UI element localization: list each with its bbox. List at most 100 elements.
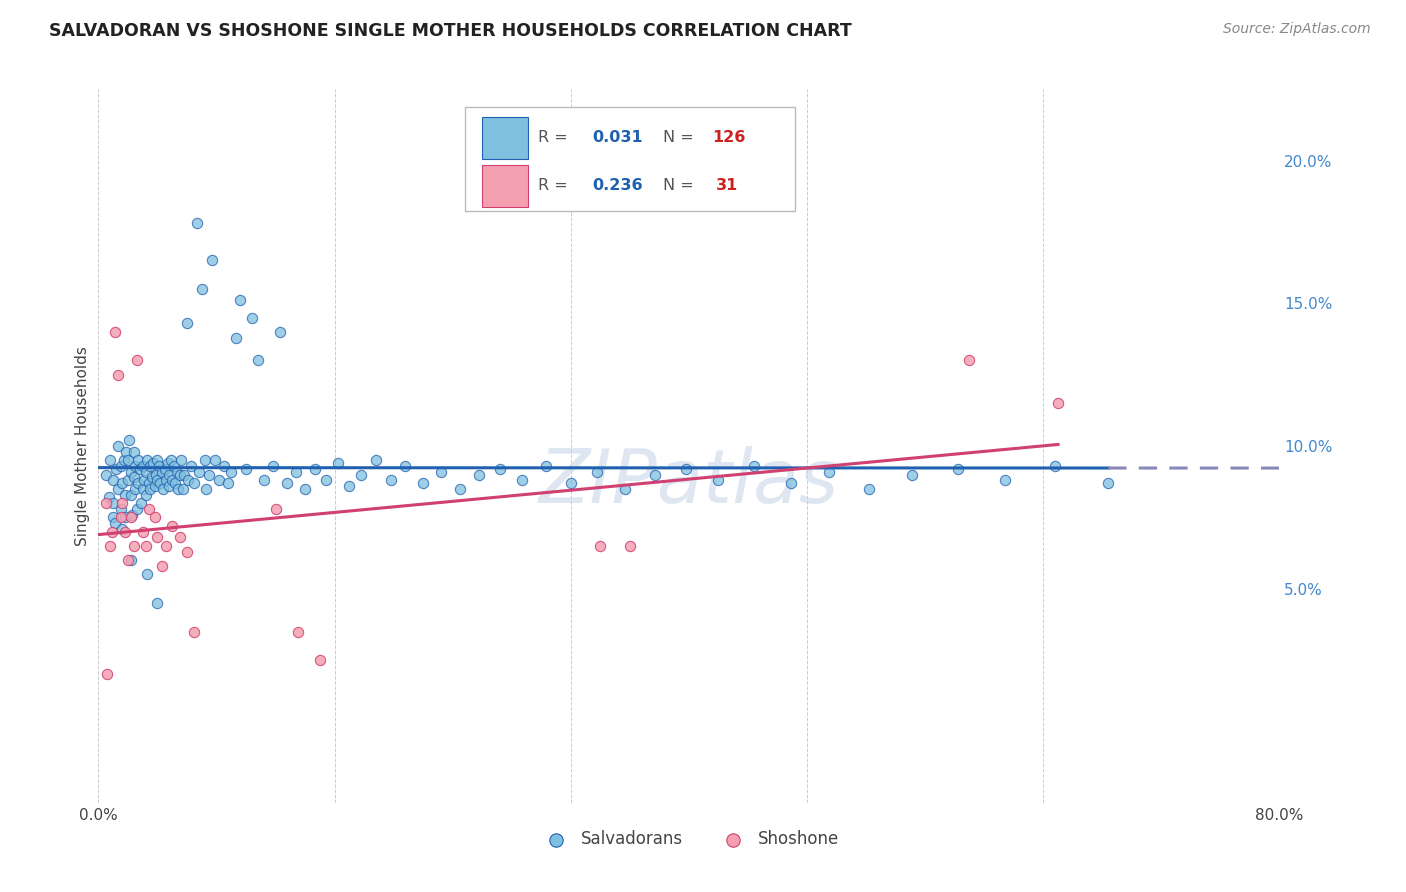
Point [304,462,326,476]
Point [157,479,180,493]
Point [136,567,159,582]
Text: R =: R = [537,178,572,194]
Point [155,473,177,487]
Point [589,539,612,553]
Point [157,467,180,482]
Point [264,501,287,516]
Point [201,253,224,268]
Point [380,473,402,487]
Point [155,539,177,553]
Point [153,462,176,476]
Point [150,558,173,573]
Point [183,476,205,491]
Point [163,458,186,473]
Point [129,496,152,510]
Text: Source: ZipAtlas.com: Source: ZipAtlas.com [1223,22,1371,37]
Point [285,465,308,479]
Point [167,482,190,496]
Point [309,653,332,667]
Point [107,439,129,453]
Point [187,465,209,479]
Point [145,467,167,482]
Point [149,476,172,491]
Point [644,467,666,482]
Point [117,453,139,467]
Point [169,530,191,544]
Point [191,282,214,296]
Point [253,473,276,487]
Point [138,501,160,516]
Point [104,516,127,530]
Point [111,522,134,536]
Point [449,482,471,496]
Point [110,501,132,516]
Point [96,667,118,681]
Point [276,476,298,491]
Point [121,508,143,522]
Point [135,539,157,553]
Point [858,482,880,496]
Text: 0.236: 0.236 [592,178,643,194]
Point [143,479,166,493]
Point [136,453,159,467]
Point [339,479,361,493]
Point [94,496,117,510]
Text: 0.031: 0.031 [592,130,643,145]
Point [114,510,136,524]
Point [959,353,981,368]
Point [128,462,150,476]
Point [162,519,183,533]
Point [262,458,284,473]
FancyBboxPatch shape [482,165,529,207]
Point [110,458,132,473]
Point [1043,458,1066,473]
Point [152,482,174,496]
Point [1046,396,1070,410]
Point [107,368,129,382]
Point [326,456,349,470]
Point [235,462,257,476]
Point [124,458,146,473]
Point [125,353,148,368]
Point [159,453,181,467]
Point [104,325,127,339]
Point [269,325,291,339]
Point [139,482,162,496]
Point [229,293,252,308]
Text: ZIPatlas: ZIPatlas [538,446,839,517]
Point [146,453,169,467]
Point [112,453,135,467]
Point [132,458,155,473]
Point [146,530,169,544]
Point [675,462,697,476]
Point [103,510,125,524]
Point [221,465,243,479]
Point [818,465,841,479]
Point [176,316,198,330]
Point [170,453,193,467]
Point [994,473,1017,487]
Point [489,462,512,476]
Point [186,216,208,230]
Point [142,456,165,470]
Point [246,353,269,368]
Point [586,465,609,479]
Y-axis label: Single Mother Households: Single Mother Households [75,346,90,546]
Point [779,476,801,491]
Point [98,453,121,467]
Point [120,487,142,501]
Point [180,458,202,473]
Point [195,482,218,496]
Point [294,482,316,496]
Legend: Salvadorans, Shoshone: Salvadorans, Shoshone [533,824,845,855]
Point [135,487,157,501]
Point [110,510,132,524]
Point [430,465,453,479]
Point [707,473,730,487]
Point [162,473,183,487]
Point [177,473,200,487]
Point [166,465,188,479]
Point [146,596,169,610]
Point [122,470,145,484]
Point [111,476,134,491]
